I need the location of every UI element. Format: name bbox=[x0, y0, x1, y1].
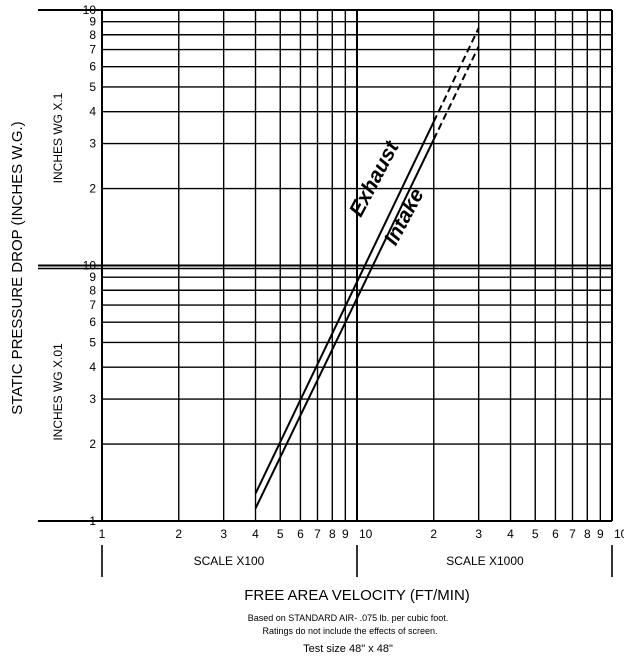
x-tick-label: 1 bbox=[99, 527, 106, 541]
series-line-exhaust-solid bbox=[254, 121, 435, 495]
x-tick-label: 9 bbox=[597, 527, 604, 541]
x-tick-label: 9 bbox=[342, 527, 349, 541]
y-tick-label-lower: 2 bbox=[89, 437, 96, 451]
y-tick-label-lower: 8 bbox=[89, 283, 96, 297]
y-tick-label-lower: 1 bbox=[89, 514, 96, 528]
test-size-label: Test size 48" x 48" bbox=[303, 643, 393, 655]
series-lines bbox=[254, 27, 480, 509]
y-tick-label-lower: 4 bbox=[89, 360, 96, 374]
x-tick-label: 3 bbox=[475, 527, 482, 541]
x-tick-label: 8 bbox=[584, 527, 591, 541]
y-tick-label-upper: 2 bbox=[89, 182, 96, 196]
x-tick-label: 7 bbox=[314, 527, 321, 541]
y-tick-label-lower: 7 bbox=[89, 298, 96, 312]
y-tick-label-upper: 7 bbox=[89, 43, 96, 57]
y-tick-label-lower: 9 bbox=[89, 270, 96, 284]
chart-grid bbox=[38, 9, 613, 522]
x-tick-label: 3 bbox=[220, 527, 227, 541]
y-tick-label-lower: 3 bbox=[89, 392, 96, 406]
x-tick-label: 2 bbox=[430, 527, 437, 541]
series-line-intake-dashed bbox=[432, 46, 480, 140]
y-tick-label-upper: 4 bbox=[89, 105, 96, 119]
x-tick-label: 4 bbox=[507, 527, 514, 541]
y-tick-label-upper: 3 bbox=[89, 137, 96, 151]
x-axis: 123456789102345678910 bbox=[99, 527, 624, 577]
x-tick-label: 5 bbox=[277, 527, 284, 541]
y-tick-label-upper: 6 bbox=[89, 60, 96, 74]
x-tick-label: 10 bbox=[359, 527, 373, 541]
y-tick-label-lower: 6 bbox=[89, 315, 96, 329]
x-tick-label: 6 bbox=[552, 527, 559, 541]
y-tick-label-lower: 10 bbox=[83, 259, 97, 273]
x-sublabel-left: SCALE X100 bbox=[194, 554, 265, 568]
x-tick-label: 8 bbox=[329, 527, 336, 541]
y-tick-label-upper: 8 bbox=[89, 28, 96, 42]
note-line-1: Based on STANDARD AIR- .075 lb. per cubi… bbox=[248, 613, 448, 623]
y-tick-label-upper: 5 bbox=[89, 80, 96, 94]
x-sublabel-right: SCALE X1000 bbox=[446, 554, 524, 568]
y-sublabel-lower: INCHES WG X.01 bbox=[51, 343, 65, 441]
x-tick-label: 6 bbox=[297, 527, 304, 541]
x-tick-label: 5 bbox=[532, 527, 539, 541]
x-axis-title: FREE AREA VELOCITY (FT/MIN) bbox=[244, 587, 470, 604]
y-tick-label-upper: 10 bbox=[83, 3, 97, 17]
series-line-intake-solid bbox=[254, 138, 435, 509]
note-line-2: Ratings do not include the effects of sc… bbox=[263, 626, 438, 636]
x-tick-label: 4 bbox=[252, 527, 259, 541]
y-tick-label-lower: 5 bbox=[89, 335, 96, 349]
series-line-exhaust-dashed bbox=[432, 27, 480, 123]
y-tick-label-upper: 9 bbox=[89, 15, 96, 29]
x-tick-label: 10 bbox=[614, 527, 624, 541]
y-sublabel-upper: INCHES WG X.1 bbox=[51, 92, 65, 183]
x-tick-label: 7 bbox=[569, 527, 576, 541]
y-axis-title: STATIC PRESSURE DROP (INCHES W.G.) bbox=[9, 121, 26, 414]
x-tick-label: 2 bbox=[175, 527, 182, 541]
